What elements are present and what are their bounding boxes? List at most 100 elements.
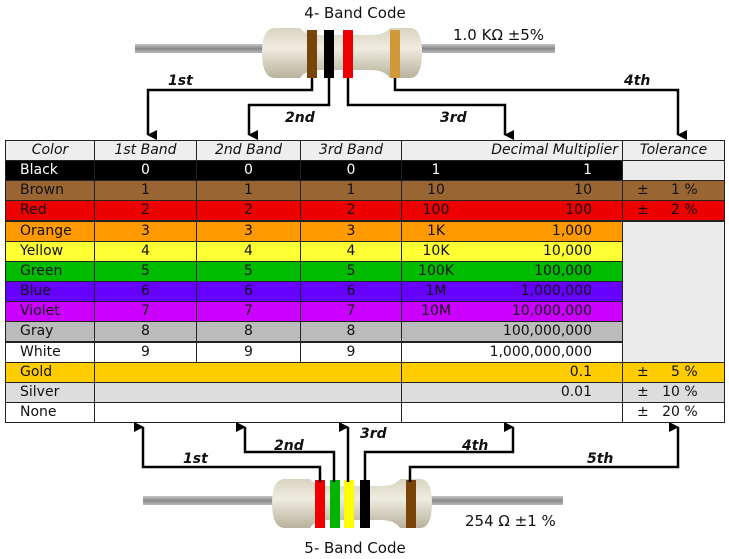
color-name: Yellow bbox=[5, 241, 95, 262]
bottom-arrow-2nd bbox=[236, 422, 336, 482]
third-band-digit: 8 bbox=[300, 321, 402, 342]
color-name: None bbox=[5, 402, 95, 423]
bottom-arrow-5th bbox=[408, 422, 680, 482]
first-band-digit: 7 bbox=[94, 301, 197, 322]
multiplier-short: 100 bbox=[422, 202, 450, 218]
second-band-digit: 3 bbox=[196, 221, 301, 242]
third-band-digit: 2 bbox=[300, 200, 402, 221]
tolerance: ± 5 % bbox=[622, 362, 725, 383]
bottom-label-5th: 5th bbox=[587, 451, 613, 467]
band-digits-empty bbox=[94, 382, 402, 403]
third-band-digit: 7 bbox=[300, 301, 402, 322]
color-name: White bbox=[5, 342, 95, 363]
third-band-digit: 3 bbox=[300, 221, 402, 242]
decimal-multiplier: 1,000,000,000 bbox=[401, 342, 623, 363]
tolerance: ± 10 % bbox=[622, 382, 725, 403]
multiplier-short: 100K bbox=[418, 263, 454, 279]
top-label-3rd: 3rd bbox=[440, 110, 468, 126]
multiplier-value: 10,000 bbox=[543, 243, 592, 259]
first-band-digit: 3 bbox=[94, 221, 197, 242]
decimal-multiplier: 0.1 bbox=[401, 362, 623, 383]
first-band-digit: 5 bbox=[94, 261, 197, 282]
multiplier-short: 1 bbox=[431, 162, 441, 178]
multiplier-value: 10,000,000 bbox=[511, 303, 592, 319]
five-band-title: 5- Band Code bbox=[304, 539, 405, 557]
first-band-digit: 9 bbox=[94, 342, 197, 363]
top-arrow-2nd bbox=[247, 78, 331, 140]
multiplier-short: 10M bbox=[421, 303, 451, 319]
multiplier-short: 10 bbox=[427, 182, 445, 198]
top-label-2nd: 2nd bbox=[285, 110, 316, 126]
color-name: Black bbox=[5, 160, 95, 181]
color-name: Blue bbox=[5, 281, 95, 302]
multiplier-value: 1,000,000 bbox=[520, 283, 592, 299]
first-band-digit: 2 bbox=[94, 200, 197, 221]
second-band-digit: 9 bbox=[196, 342, 301, 363]
decimal-multiplier: 10 10 bbox=[401, 180, 623, 201]
four-band-title: 4- Band Code bbox=[304, 4, 405, 22]
tolerance bbox=[622, 301, 725, 322]
top-arrow-4th bbox=[393, 78, 687, 140]
top-band-4 bbox=[390, 30, 400, 78]
tolerance: ± 2 % bbox=[622, 200, 725, 221]
color-name: Violet bbox=[5, 301, 95, 322]
tolerance bbox=[622, 160, 725, 181]
band-digits-empty bbox=[94, 402, 402, 423]
first-band-digit: 8 bbox=[94, 321, 197, 342]
third-band-digit: 6 bbox=[300, 281, 402, 302]
second-band-digit: 8 bbox=[196, 321, 301, 342]
decimal-multiplier bbox=[401, 402, 623, 423]
multiplier-value: 100,000 bbox=[534, 263, 592, 279]
top-resistor-bands bbox=[307, 30, 400, 78]
multiplier-short: 10K bbox=[422, 243, 450, 259]
multiplier-value: 1,000,000,000 bbox=[489, 344, 592, 360]
decimal-multiplier: 10K 10,000 bbox=[401, 241, 623, 262]
multiplier-value: 0.01 bbox=[560, 384, 592, 400]
second-band-digit: 5 bbox=[196, 261, 301, 282]
decimal-multiplier: 10M 10,000,000 bbox=[401, 301, 623, 322]
second-band-digit: 1 bbox=[196, 180, 301, 201]
first-band-digit: 1 bbox=[94, 180, 197, 201]
second-band-digit: 7 bbox=[196, 301, 301, 322]
multiplier-short: 1K bbox=[426, 223, 446, 239]
bottom-arrow-1st bbox=[134, 422, 322, 482]
multiplier-short: 1M bbox=[425, 283, 447, 299]
bottom-label-4th: 4th bbox=[461, 438, 488, 454]
third-band-digit: 4 bbox=[300, 241, 402, 262]
bottom-arrow-4th bbox=[363, 422, 515, 482]
decimal-multiplier: 100,000,000 bbox=[401, 321, 623, 342]
bottom-resistor-bands bbox=[315, 480, 416, 528]
multiplier-value: 0.1 bbox=[569, 364, 592, 380]
bottom-band-2 bbox=[330, 480, 340, 528]
header-color: Color bbox=[5, 140, 95, 162]
decimal-multiplier: 1K 1,000 bbox=[401, 221, 623, 242]
third-band-digit: 0 bbox=[300, 160, 402, 181]
top-band-1 bbox=[307, 30, 317, 78]
color-name: Green bbox=[5, 261, 95, 282]
top-arrow-1st bbox=[146, 78, 314, 140]
color-name: Red bbox=[5, 200, 95, 221]
color-name: Brown bbox=[5, 180, 95, 201]
tolerance: ± 20 % bbox=[622, 402, 725, 423]
color-name: Silver bbox=[5, 382, 95, 403]
multiplier-value: 10 bbox=[574, 182, 592, 198]
bottom-band-1 bbox=[315, 480, 325, 528]
multiplier-value: 1,000 bbox=[551, 223, 592, 239]
header-1st-band: 1st Band bbox=[94, 140, 197, 162]
first-band-digit: 6 bbox=[94, 281, 197, 302]
decimal-multiplier: 0.01 bbox=[401, 382, 623, 403]
top-label-4th: 4th bbox=[623, 73, 650, 89]
four-band-value: 1.0 KΩ ±5% bbox=[453, 26, 544, 44]
color-name: Orange bbox=[5, 221, 95, 242]
color-name: Gray bbox=[5, 321, 95, 342]
five-band-value: 254 Ω ±1 % bbox=[465, 512, 556, 530]
tolerance: ± 1 % bbox=[622, 180, 725, 201]
top-band-2 bbox=[324, 30, 334, 78]
tolerance bbox=[622, 221, 725, 242]
bottom-label-2nd: 2nd bbox=[274, 438, 305, 454]
band-digits-empty bbox=[94, 362, 402, 383]
second-band-digit: 4 bbox=[196, 241, 301, 262]
header-decimal-multiplier: Decimal Multiplier bbox=[401, 140, 623, 162]
